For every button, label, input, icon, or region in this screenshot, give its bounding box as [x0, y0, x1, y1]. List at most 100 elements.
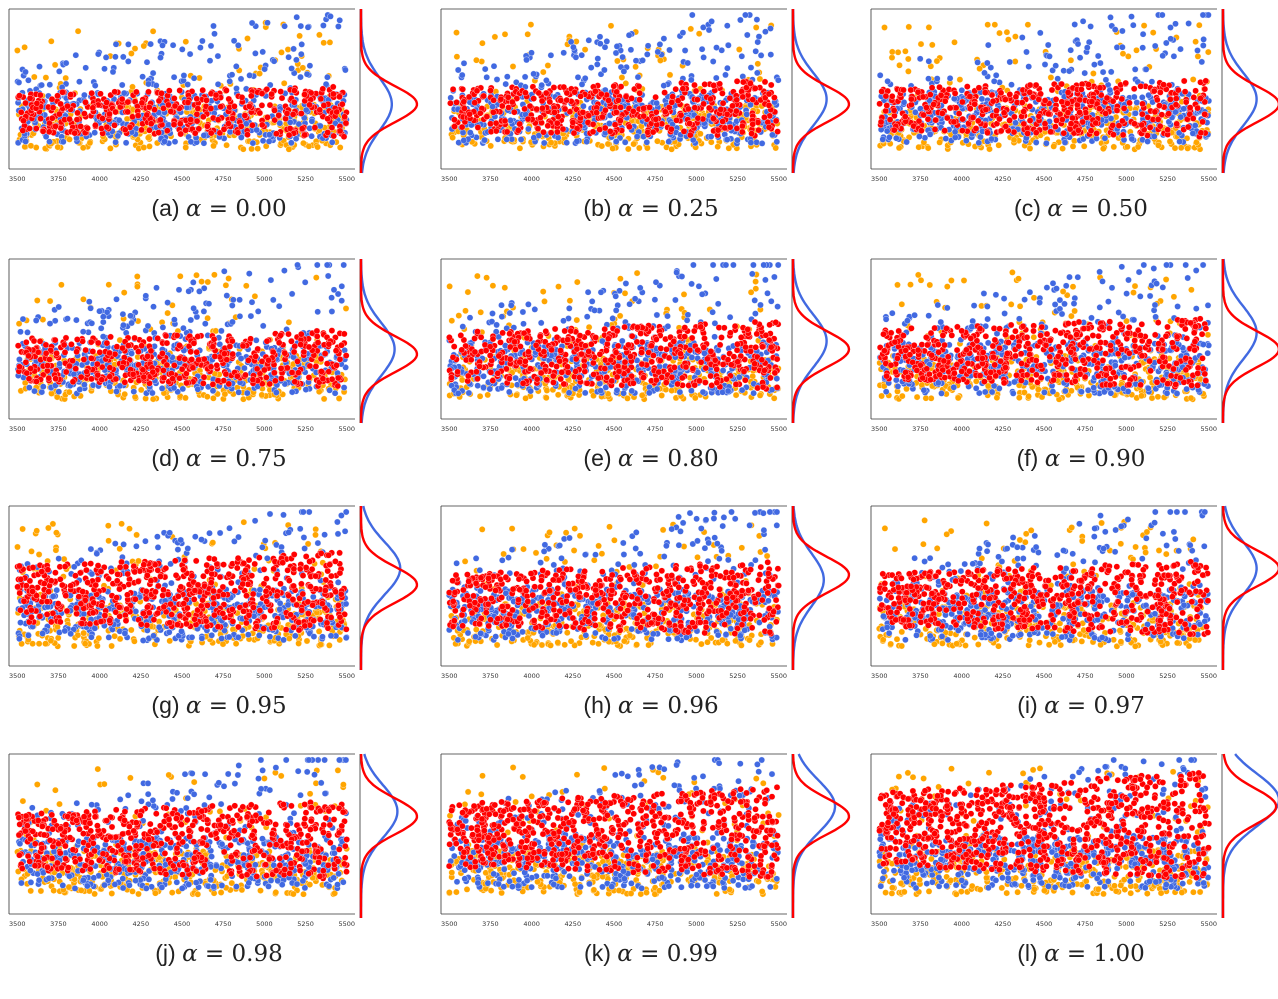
- data-point: [125, 99, 131, 105]
- data-point: [121, 290, 127, 296]
- data-point: [592, 88, 598, 94]
- data-point: [460, 130, 466, 136]
- data-point: [886, 134, 892, 140]
- data-point: [661, 36, 667, 42]
- data-point: [985, 42, 991, 48]
- data-point: [197, 45, 203, 51]
- data-point: [877, 72, 883, 78]
- data-point: [104, 124, 110, 130]
- data-point: [551, 109, 557, 115]
- data-point: [210, 23, 216, 29]
- data-point: [539, 98, 545, 104]
- data-point: [597, 41, 603, 47]
- data-point: [176, 287, 182, 293]
- data-point: [502, 31, 508, 37]
- data-point: [302, 279, 308, 285]
- x-tick-label: 5250: [297, 425, 314, 433]
- data-point: [1089, 99, 1095, 105]
- data-point: [653, 94, 659, 100]
- data-point: [1193, 39, 1199, 45]
- data-point: [309, 118, 315, 124]
- x-tick-label: 4750: [215, 425, 232, 433]
- data-point: [1168, 36, 1174, 42]
- data-point: [645, 43, 651, 49]
- data-point: [1154, 97, 1160, 103]
- data-point: [34, 297, 40, 303]
- data-point: [276, 303, 282, 309]
- data-point: [1190, 130, 1196, 136]
- data-point: [300, 65, 306, 71]
- data-point: [179, 46, 185, 52]
- data-point: [250, 140, 256, 146]
- data-point: [454, 99, 460, 105]
- data-point: [891, 107, 897, 113]
- data-point: [724, 65, 730, 71]
- data-point: [460, 86, 466, 92]
- data-point: [211, 31, 217, 37]
- caption-alpha-symbol: α: [186, 196, 202, 222]
- x-tick-label: 4500: [174, 175, 191, 183]
- data-point: [81, 92, 87, 98]
- data-point: [522, 90, 528, 96]
- data-point: [984, 60, 990, 66]
- data-point: [628, 47, 634, 53]
- data-point: [724, 137, 730, 143]
- data-point: [192, 130, 198, 136]
- data-point: [204, 123, 210, 129]
- data-point: [165, 300, 171, 306]
- data-point: [637, 97, 643, 103]
- data-point: [1061, 130, 1067, 136]
- data-point: [17, 329, 23, 335]
- data-point: [1174, 121, 1180, 127]
- data-point: [240, 146, 246, 152]
- data-point: [300, 140, 306, 146]
- data-point: [734, 97, 740, 103]
- data-point: [1048, 129, 1054, 135]
- data-point: [590, 129, 596, 135]
- data-point: [229, 319, 235, 325]
- data-point: [210, 143, 216, 149]
- data-point: [531, 96, 537, 102]
- data-point: [908, 87, 914, 93]
- data-point: [1171, 53, 1177, 59]
- data-point: [607, 128, 613, 134]
- data-point: [47, 321, 53, 327]
- data-point: [279, 95, 285, 101]
- data-point: [734, 125, 740, 131]
- data-point: [1070, 143, 1076, 149]
- data-point: [1049, 87, 1055, 93]
- x-tick-label: 3750: [912, 175, 929, 183]
- data-point: [92, 130, 98, 136]
- data-point: [1078, 86, 1084, 92]
- data-point: [726, 145, 732, 151]
- data-point: [1196, 22, 1202, 28]
- data-point: [185, 81, 191, 87]
- data-point: [150, 396, 156, 402]
- data-point: [1008, 82, 1014, 88]
- data-point: [1055, 76, 1061, 82]
- data-point: [1103, 110, 1109, 116]
- data-point: [208, 130, 214, 136]
- data-point: [1128, 14, 1134, 20]
- data-point: [597, 34, 603, 40]
- data-point: [342, 67, 348, 73]
- data-point: [511, 109, 517, 115]
- x-tick-label: 3500: [9, 175, 26, 183]
- data-point: [39, 389, 45, 395]
- data-point: [939, 110, 945, 116]
- data-point: [615, 97, 621, 103]
- data-point: [739, 129, 745, 135]
- data-point: [337, 17, 343, 23]
- data-point: [33, 317, 39, 323]
- data-point: [724, 111, 730, 117]
- data-point: [1053, 117, 1059, 123]
- data-point: [944, 115, 950, 121]
- data-point: [1132, 110, 1138, 116]
- marginal-curve-blue: [793, 9, 827, 173]
- data-point: [889, 49, 895, 55]
- data-point: [128, 50, 134, 56]
- data-point: [1042, 97, 1048, 103]
- data-point: [183, 144, 189, 150]
- data-point: [150, 70, 156, 76]
